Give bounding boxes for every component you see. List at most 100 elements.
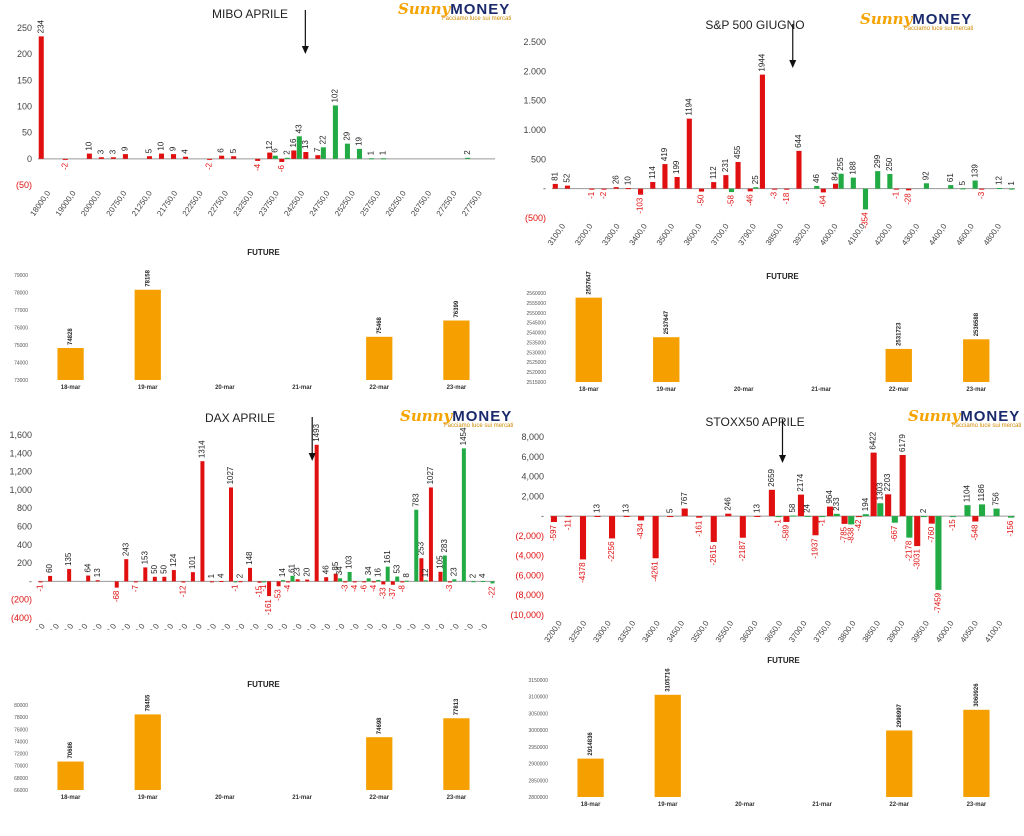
sunny-money-logo: SunnyMONEY Facciamo luce sui mercati [860,12,973,33]
bar-call [368,158,375,160]
data-label: 255 [836,157,845,171]
y-tick-label: 1,600 [9,430,32,440]
bar-call [404,580,409,582]
data-label: 46 [321,565,330,574]
data-label: 783 [411,493,420,507]
y-tick-label: 2950000 [529,745,549,751]
data-label: -2 [205,162,214,170]
bar-put [796,150,802,189]
bar-call [790,515,797,517]
data-label: -3 [770,191,779,199]
bar-put [928,516,935,524]
bar-call [978,504,986,517]
bar-call [887,174,893,189]
x-tick-label: 3800,0 [836,619,858,645]
future-bar [963,709,990,797]
bar-put [162,576,167,582]
bar-put [725,513,732,517]
data-label: 23 [293,567,302,576]
data-label: -103 [636,197,645,214]
data-label: -6 [359,584,368,592]
bar-call [385,566,390,582]
data-label: 3 [109,149,118,154]
x-tick-label: 19000,0 [54,189,78,218]
data-label: 10 [84,141,93,150]
data-label: -7459 [934,592,943,613]
bar-call [272,155,278,159]
data-label: -2 [599,191,608,199]
bar-put [594,515,601,517]
mibo-future-chart: FUTURE 73000 74000 75000 76000 77000 78000 7900… [0,245,500,395]
data-label: 52 [563,173,572,182]
data-label: -2256 [607,541,616,562]
bar-call [395,576,400,582]
y-tick-label: 2550000 [527,311,547,317]
data-label: 1194 [684,98,693,116]
bar-put [146,156,153,159]
data-label: -838 [846,527,855,544]
future-bar [443,718,470,790]
data-label: 2 [463,150,472,155]
data-label: -161 [264,599,273,616]
future-bar [366,336,393,380]
x-tick-label: 3850,0 [861,619,883,645]
bar-put [601,188,607,190]
y-tick-label: 2800000 [529,795,549,801]
bar-put [38,581,43,583]
bar-call [332,105,338,159]
bar-call [284,157,290,159]
data-label: 43 [294,124,303,133]
arrow-head [301,46,309,54]
bar-put [820,188,826,193]
data-label: 253 [417,541,426,555]
bar-put [86,153,92,159]
data-label: 234 [36,19,45,33]
data-label: 13 [752,504,761,513]
data-label: -548 [970,524,979,541]
bar-call [833,513,840,517]
logo-money: MONEY [450,1,511,18]
bar-call [490,581,495,584]
x-tick-label: 18-mar [579,387,599,393]
bar-put [200,461,205,582]
bar-put [447,581,452,583]
bar-call [461,448,466,582]
bar-put [98,157,104,159]
data-label: -50 [697,194,706,206]
bar-put [143,567,148,582]
x-tick-label: 3950,0 [910,619,932,645]
dax-options-svg: DAX APRILE (400) (200) - 200 400 600 800 1,000 1,… [9,411,496,651]
data-label: 283 [440,539,449,553]
data-label: 16 [373,567,382,576]
bar-put [710,516,717,542]
data-label: 2 [919,508,928,513]
bar-put [276,581,281,587]
bar-put [207,158,213,160]
x-tick-label: 20-mar [735,802,755,808]
logo-tagline: Facciamo luce sui mercati [952,423,1022,429]
data-label: 46 [812,174,821,183]
bar-put [772,188,778,190]
x-tick-label: 22-mar [369,795,389,801]
data-label: 6 [217,148,226,153]
bar-put [711,182,717,189]
bar-put [314,444,319,582]
bar-put [623,515,630,517]
bar-put [856,516,863,518]
bar-call [442,555,447,582]
x-tick-label: 3900,0 [885,619,907,645]
data-label: 233 [832,497,841,511]
x-tick-label: 3600,0 [738,619,760,645]
bar-put [209,581,214,583]
data-label: -6 [277,164,286,172]
bar-put [914,516,921,547]
bar-call [804,515,811,517]
bar-put [219,581,224,583]
data-label: -1 [259,584,268,592]
bar-put [841,516,848,524]
bar-put [286,581,291,583]
y-tick-label: 77000 [14,308,28,314]
x-tick-label: 20-mar [734,387,754,393]
bar-put [885,494,892,517]
y-tick-label: 2,000 [521,491,544,501]
